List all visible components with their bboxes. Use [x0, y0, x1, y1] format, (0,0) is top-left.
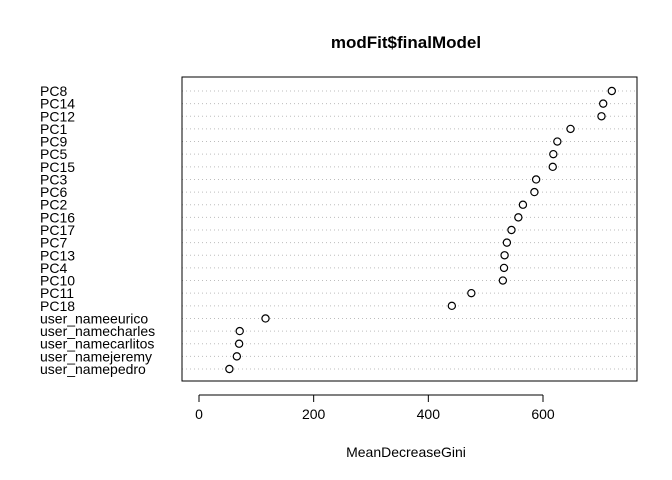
- data-point: [261, 314, 270, 323]
- data-point: [507, 225, 516, 235]
- data-point: [447, 301, 457, 311]
- x-axis-title: MeanDecreaseGini: [346, 444, 466, 460]
- x-tick-label: 600: [531, 406, 555, 422]
- y-label: PC5: [40, 146, 67, 162]
- y-label: PC6: [40, 184, 67, 200]
- data-point: [599, 99, 608, 108]
- data-point: [500, 251, 509, 260]
- y-label: PC10: [40, 273, 75, 289]
- y-label: PC1: [40, 121, 67, 137]
- chart-title: modFit$finalModel: [331, 33, 481, 52]
- data-point: [235, 326, 244, 336]
- data-point: [518, 200, 528, 209]
- y-label: PC9: [40, 134, 67, 150]
- y-label: PC18: [40, 298, 75, 314]
- y-label: PC11: [40, 285, 74, 301]
- data-point: [548, 162, 557, 172]
- data-point: [549, 149, 558, 159]
- data-point: [514, 213, 523, 222]
- y-label: PC12: [40, 108, 75, 124]
- x-tick-label: 200: [302, 406, 326, 422]
- y-label: user_namecarlitos: [40, 336, 154, 352]
- y-label: PC3: [40, 171, 67, 187]
- data-point: [607, 86, 617, 96]
- y-label: PC7: [40, 235, 67, 251]
- data-point: [553, 137, 562, 146]
- y-label: user_namejeremy: [40, 348, 152, 364]
- y-label: PC4: [40, 260, 67, 276]
- data-point: [597, 112, 606, 121]
- y-label: PC8: [40, 83, 67, 99]
- data-point: [531, 175, 541, 184]
- y-label: user_nameeurico: [40, 310, 148, 326]
- data-point: [232, 352, 242, 361]
- y-labels: PC8PC14PC12PC1PC9PC5PC15PC3PC6PC2PC16PC1…: [40, 83, 155, 377]
- x-axis: 0 200 400 600: [195, 394, 555, 422]
- data-point: [498, 276, 508, 285]
- data-point: [530, 187, 539, 197]
- data-point: [467, 288, 476, 298]
- y-label: PC17: [40, 222, 75, 238]
- plot-frame: [181, 76, 638, 382]
- x-tick-label: 0: [195, 406, 203, 422]
- data-points: [225, 86, 617, 374]
- data-point: [499, 263, 509, 273]
- y-label: PC13: [40, 247, 75, 263]
- y-label: user_namepedro: [40, 361, 146, 377]
- y-label: PC2: [40, 197, 67, 213]
- data-point: [566, 124, 575, 134]
- y-label: PC15: [40, 159, 75, 175]
- data-point: [225, 364, 234, 374]
- y-label: PC14: [40, 96, 75, 112]
- y-label: PC16: [40, 209, 75, 225]
- data-point: [234, 339, 244, 348]
- data-point: [502, 238, 512, 247]
- y-label: user_namecharles: [40, 323, 155, 339]
- x-tick-label: 400: [417, 406, 441, 422]
